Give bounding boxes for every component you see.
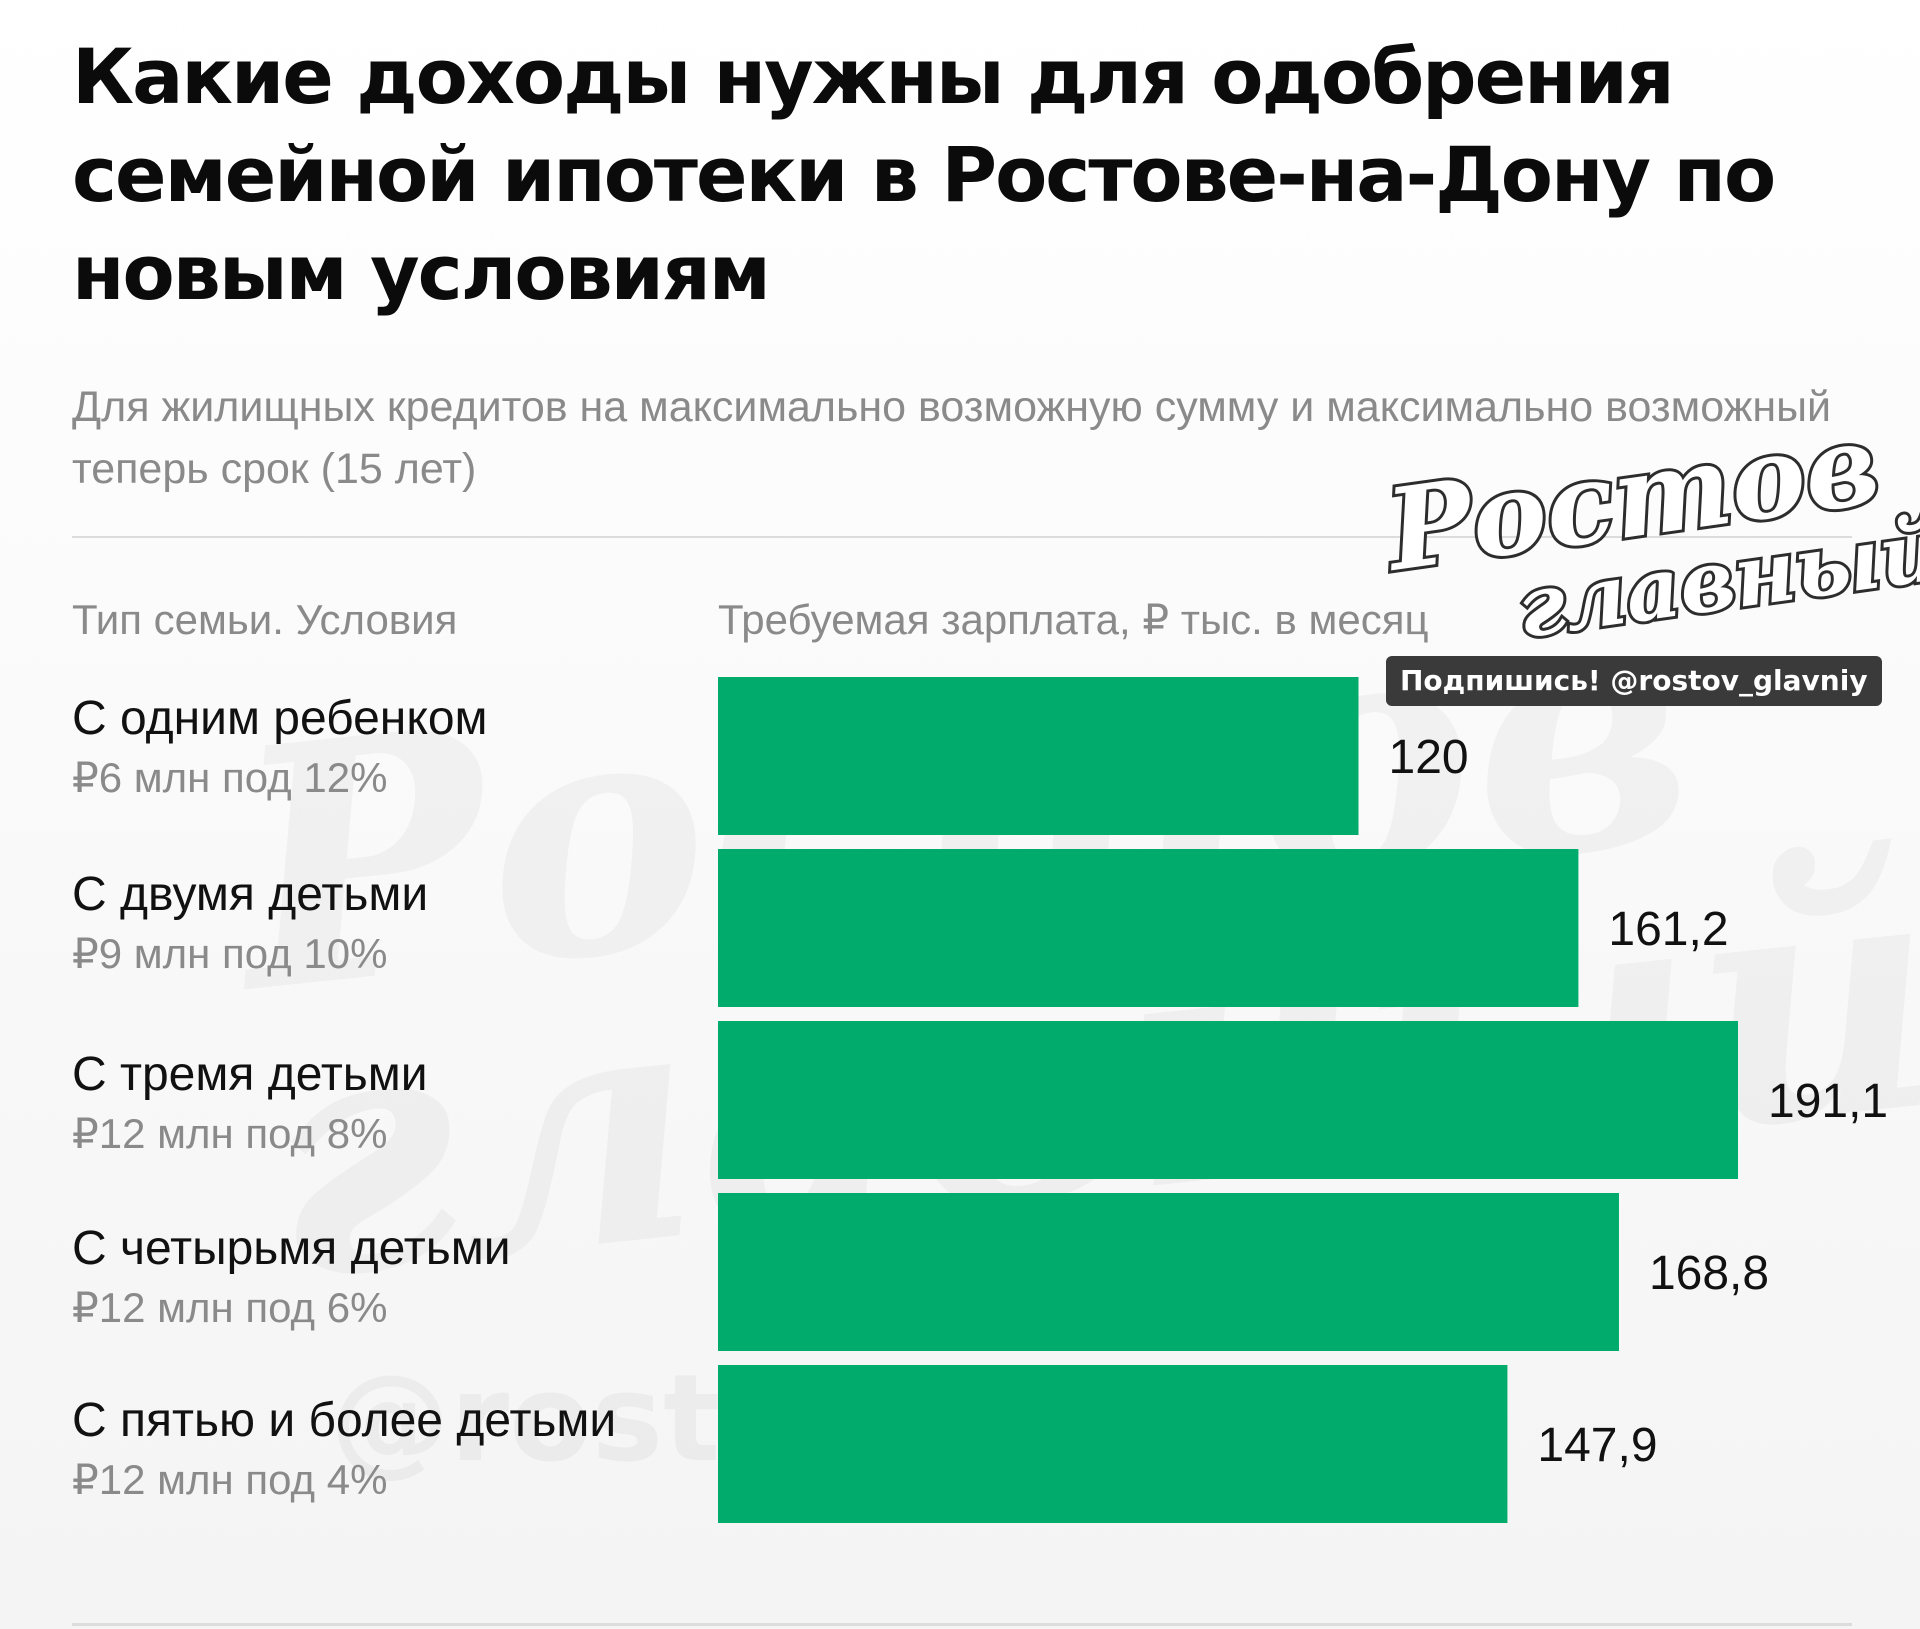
bar-value-label: 120 xyxy=(1389,731,1469,784)
row-condition: ₽9 млн под 10% xyxy=(72,930,388,977)
row-label-1: С одним ребенком ₽6 млн под 12% xyxy=(72,690,488,808)
bar-value-label: 147,9 xyxy=(1537,1419,1657,1472)
row-condition: ₽12 млн под 6% xyxy=(72,1284,388,1331)
logo-tagline: Подпишись! @rostov_glavniy xyxy=(1386,656,1882,706)
row-label-5: С пятью и более детьми ₽12 млн под 4% xyxy=(72,1392,616,1510)
top-divider xyxy=(72,536,1852,538)
bar-1 xyxy=(718,677,1359,835)
bottom-divider xyxy=(72,1623,1852,1626)
bar-2 xyxy=(718,849,1579,1007)
row-name: С пятью и более детьми xyxy=(72,1394,617,1447)
page-title: Какие доходы нужны для одобрения семейно… xyxy=(72,32,1776,317)
row-label-4: С четырьмя детьми ₽12 млн под 6% xyxy=(72,1220,511,1338)
bar-value-label: 168,8 xyxy=(1649,1247,1769,1300)
page-subtitle: Для жилищных кредитов на максимально воз… xyxy=(72,383,1832,493)
row-name: С одним ребенком xyxy=(72,692,488,745)
row-condition: ₽12 млн под 8% xyxy=(72,1110,388,1157)
bar-value-label: 161,2 xyxy=(1608,903,1728,956)
brand-logo: Ростов главный Подпишись! @rostov_glavni… xyxy=(1376,395,1920,708)
row-name: С двумя детьми xyxy=(72,868,429,921)
row-label-3: С тремя детьми ₽12 млн под 8% xyxy=(72,1046,428,1164)
column-header-salary: Требуемая зарплата, ₽ тыс. в месяц xyxy=(718,596,1429,643)
row-condition: ₽6 млн под 12% xyxy=(72,754,388,801)
row-name: С четырьмя детьми xyxy=(72,1222,511,1275)
column-header-family: Тип семьи. Условия xyxy=(72,596,458,643)
bar-value-label: 191,1 xyxy=(1768,1075,1888,1128)
row-condition: ₽12 млн под 4% xyxy=(72,1456,388,1503)
bar-4 xyxy=(718,1193,1619,1351)
row-name: С тремя детьми xyxy=(72,1048,428,1101)
bar-3 xyxy=(718,1021,1738,1179)
row-label-2: С двумя детьми ₽9 млн под 10% xyxy=(72,866,428,984)
bar-5 xyxy=(718,1365,1508,1523)
